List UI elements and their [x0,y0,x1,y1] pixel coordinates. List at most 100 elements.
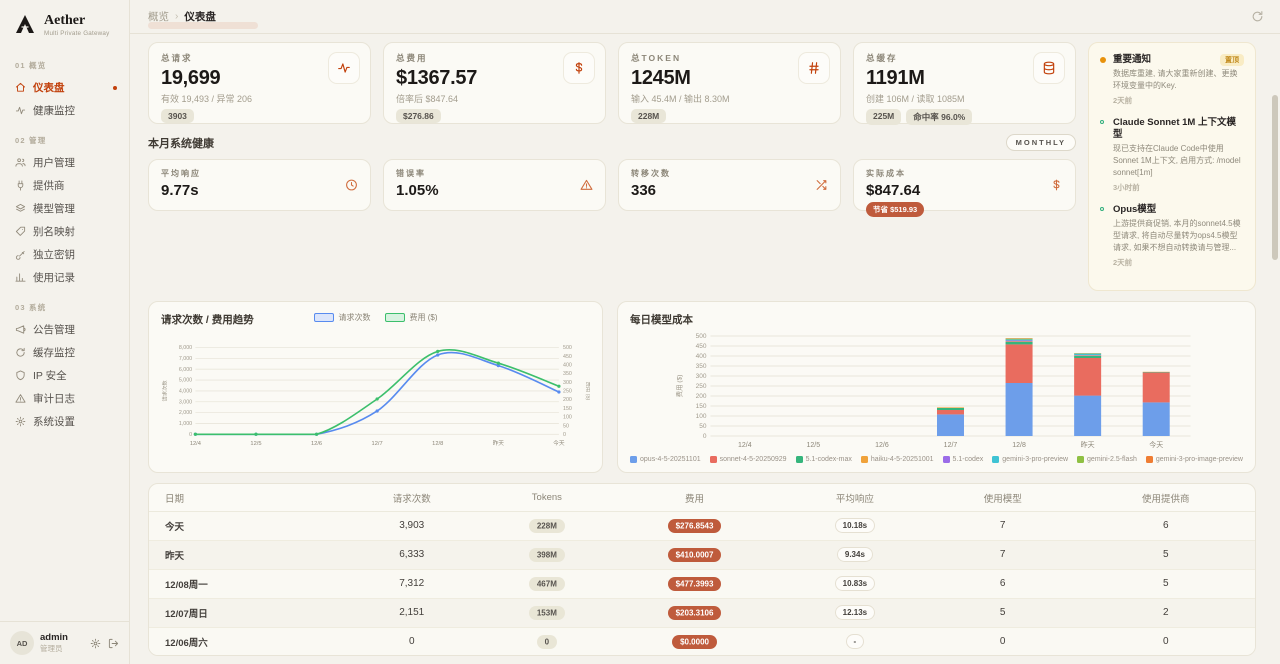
legend-item[interactable]: gemini-3-pro-image-preview [1145,455,1243,463]
sidebar-item-users[interactable]: 用户管理 [0,151,129,174]
legend-item[interactable]: haiku-4-5-20251001 [860,455,934,463]
svg-text:昨天: 昨天 [493,439,505,447]
stat-badge: 命中率 96.0% [906,109,973,125]
bar-chart-icon [15,273,26,282]
sidebar-item-announcements[interactable]: 公告管理 [0,318,129,341]
stat-value: 19,699 [161,67,221,89]
activity-icon [338,63,350,73]
table-row[interactable]: 今天 3,903 228M $276.8543 10.18s 7 6 [149,511,1255,541]
dollar-icon [1053,179,1060,191]
notification-item[interactable]: 重要通知 置顶 数据库重建, 请大家重新创建、更换环境变量中的Key. 2天前 [1100,54,1244,106]
legend-item[interactable]: gemini-3-pro-preview [992,455,1068,463]
legend-item[interactable]: gemini-2.5-flash [1077,455,1137,463]
sidebar-item-label: 缓存监控 [33,347,75,359]
column-header: Tokens [485,483,609,512]
health-label: 实际成本 [866,169,906,178]
cell-providers: 5 [1076,540,1255,570]
line-chart-title: 请求次数 / 费用趋势 [161,313,254,326]
requests-cost-chart-card: 请求次数 / 费用趋势 请求次数 费用 ($) 0 1,000 2,000 3,000 4… [148,300,604,473]
app-tagline: Multi Private Gateway [44,29,110,37]
svg-text:2,000: 2,000 [179,410,192,416]
column-header: 日期 [149,483,338,512]
sidebar-item-ip-security[interactable]: IP 安全 [0,364,129,387]
svg-text:12/7: 12/7 [944,442,958,449]
table-row[interactable]: 12/07周日 2,151 153M $203.3106 12.13s 5 2 [149,598,1255,628]
notification-title: 重要通知 [1113,54,1152,65]
cell-providers: 2 [1076,598,1255,628]
table-row[interactable]: 12/08周一 7,312 467M $477.3993 10.83s 6 5 [149,569,1255,599]
period-badge[interactable]: MONTHLY [1005,134,1076,151]
cell-requests: 3,903 [337,511,486,541]
tag-icon [15,226,26,236]
logout-icon[interactable] [108,638,119,649]
legend-item[interactable]: 5.1-codex [942,455,983,463]
cell-cost: $0.0000 [608,627,781,655]
health-value: $847.64 [866,182,921,199]
cell-cost: $203.3106 [608,598,781,628]
svg-text:今天: 今天 [1149,440,1163,449]
settings-icon[interactable] [90,638,101,649]
table-row[interactable]: 12/06周六 0 0 $0.0000-0 0 [149,627,1255,655]
cell-providers: 5 [1076,569,1255,599]
column-header: 费用 [608,483,781,512]
svg-text:50: 50 [563,423,569,429]
cell-avg-response: 9.34s [780,540,929,570]
sidebar-item-models[interactable]: 模型管理 [0,197,129,220]
sidebar-item-label: 使用记录 [33,272,75,284]
app-name: Aether [44,13,86,29]
health-label: 平均响应 [161,169,201,178]
svg-text:100: 100 [696,413,707,420]
gear-icon [90,638,101,648]
cell-requests: 6,333 [337,540,486,570]
svg-text:400: 400 [696,353,707,360]
stat-value: $1367.57 [396,67,478,89]
stat-card-3: 总缓存 1191M 创建 106M / 读取 1085M 225M 命中率 96.0% [853,42,1076,125]
legend-item[interactable]: 费用 ($) [384,312,438,323]
sidebar-item-label: 公告管理 [33,324,75,336]
sidebar-item-dashboard[interactable]: 仪表盘 [0,76,129,99]
cell-models: 7 [928,511,1077,541]
sidebar-item-label: 用户管理 [33,157,75,169]
notification-body: 上游提供商促销, 本月的sonnet4.5模型请求, 将自动尽量转为ops4.5… [1113,218,1241,252]
sidebar-item-cache-monitor[interactable]: 缓存监控 [0,341,129,364]
cell-models: 0 [928,627,1077,655]
breadcrumb-overview[interactable]: 概览 [148,11,169,23]
legend-item[interactable]: 5.1-codex-max [795,455,852,463]
sidebar-item-health-monitor[interactable]: 健康监控 [0,99,129,122]
health-value: 1.05% [396,182,439,199]
column-header: 平均响应 [780,483,929,512]
notification-item[interactable]: Claude Sonnet 1M 上下文模型 现已支持在Claude Code中使… [1100,117,1244,193]
notification-item[interactable]: Opus模型 上游提供商促销, 本月的sonnet4.5模型请求, 将自动尽量转为… [1100,204,1244,268]
svg-text:500: 500 [696,333,707,340]
stat-icon-box [328,52,360,84]
svg-text:250: 250 [696,383,707,390]
svg-text:12/5: 12/5 [250,441,261,447]
legend-item[interactable]: 请求次数 [313,312,371,323]
stat-label: 总TOKEN [631,53,682,63]
sidebar-item-providers[interactable]: 提供商 [0,174,129,197]
svg-text:450: 450 [563,353,572,359]
scrollbar-thumb[interactable] [1272,95,1278,260]
notification-body: 现已支持在Claude Code中使用Sonnet 1M上下文, 启用方式: /… [1113,143,1241,177]
legend-item[interactable]: sonnet-4-5-20250929 [709,455,787,463]
logout-icon [108,638,119,648]
stat-sub: 创建 106M / 读取 1085M [866,94,965,104]
svg-text:500: 500 [563,345,572,351]
sidebar-item-label: 审计日志 [33,393,75,405]
legend-item[interactable]: opus-4-5-20251101 [630,455,701,463]
refresh-icon[interactable] [1251,10,1264,23]
svg-text:12/6: 12/6 [875,442,889,449]
shield-icon [16,370,25,381]
active-dot [113,85,117,90]
sidebar-item-audit-logs[interactable]: 审计日志 [0,387,129,410]
sidebar-item-alias-mapping[interactable]: 别名映射 [0,220,129,243]
sidebar-item-usage-records[interactable]: 使用记录 [0,266,129,289]
table-row[interactable]: 昨天 6,333 398M $410.0007 9.34s 7 5 [149,540,1255,570]
sidebar-item-system-settings[interactable]: 系统设置 [0,410,129,433]
sidebar-item-independent-keys[interactable]: 独立密钥 [0,243,129,266]
svg-text:请求次数: 请求次数 [161,379,169,401]
stat-icon-box [563,52,595,84]
cell-providers: 6 [1076,511,1255,541]
cell-cost: $276.8543 [608,511,781,541]
svg-text:200: 200 [563,397,572,403]
